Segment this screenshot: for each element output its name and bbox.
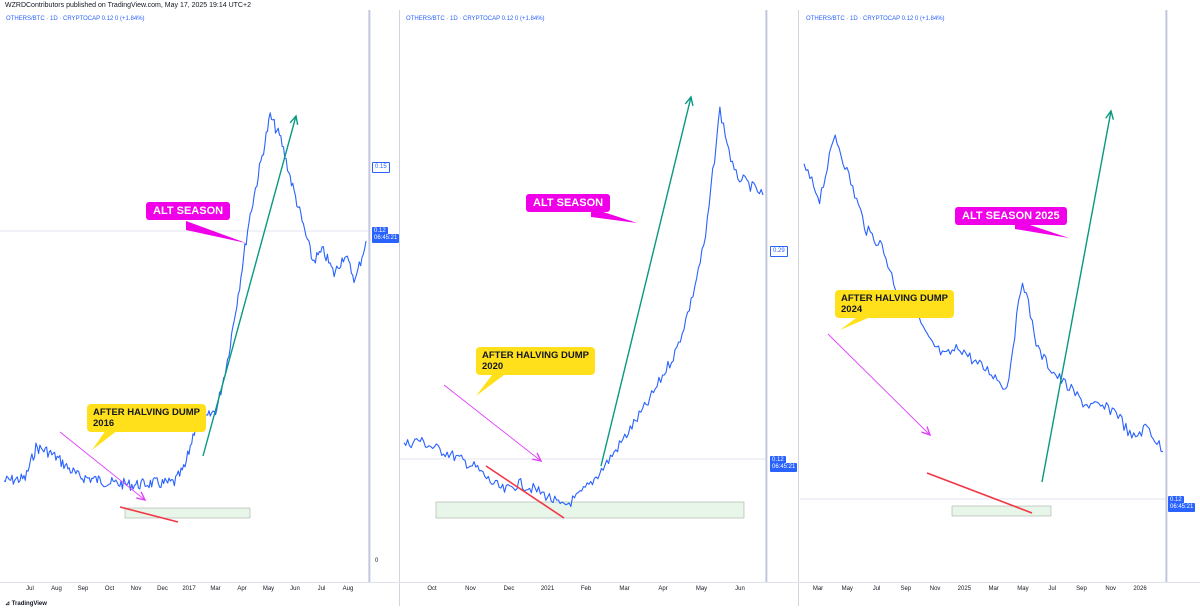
halving-dump-label: AFTER HALVING DUMP 2024 — [835, 290, 954, 318]
dump-label-tail — [92, 430, 118, 450]
price-series-line — [403, 106, 764, 508]
dump-label-tail — [476, 375, 504, 396]
alt-season-label: ALT SEASON — [526, 194, 611, 212]
tradingview-logo[interactable]: ⊿ TradingView — [5, 601, 47, 607]
time-axis-tick: Feb — [580, 586, 592, 592]
current-price-tag: 0.12 — [1168, 496, 1184, 505]
alt-label-tail — [186, 221, 246, 243]
current-price-tag: 0.12 — [770, 456, 786, 465]
alt-season-label: ALT SEASON — [146, 202, 231, 220]
symbol-label[interactable]: OTHERS/BTC · 1D · CRYPTOCAP 0.12 0 (+1.8… — [806, 16, 945, 22]
time-axis-tick: 2021 — [540, 586, 555, 592]
accumulation-zone — [435, 501, 745, 519]
time-axis-tick: Jul — [26, 586, 34, 592]
downtrend-arrow-line — [59, 431, 146, 501]
support-trendline — [485, 465, 565, 519]
current-price-tag: 0.12 — [372, 227, 388, 236]
downtrend-arrow-head — [532, 452, 543, 462]
time-axis-tick: Sep — [900, 586, 912, 592]
time-axis-tick: Oct — [427, 586, 437, 592]
accumulation-zone — [951, 505, 1052, 517]
time-axis-tick: Apr — [658, 586, 668, 592]
accumulation-zone — [124, 507, 251, 519]
time-axis-tick: May — [841, 586, 853, 592]
time-axis-tick: Oct — [104, 586, 115, 592]
time-axis-tick: Jun — [290, 586, 300, 592]
dump-label-tail — [840, 315, 875, 330]
time-axis-tick: Aug — [342, 586, 354, 592]
halving-dump-label: AFTER HALVING DUMP 2016 — [87, 404, 206, 432]
publisher-header: WZRDContributors published on TradingVie… — [5, 2, 251, 9]
time-axis-tick: Jul — [317, 586, 326, 592]
countdown-tag: 06:45:21 — [1168, 503, 1196, 512]
countdown-tag: 06:45:21 — [372, 234, 400, 243]
symbol-label[interactable]: OTHERS/BTC · 1D · CRYPTOCAP 0.12 0 (+1.8… — [406, 16, 545, 22]
time-axis-tick: Apr — [237, 586, 247, 592]
tradingview-icon: ⊿ — [5, 601, 12, 607]
alt-season-arrow-line — [202, 115, 297, 457]
time-axis-tick: Mar — [619, 586, 630, 592]
time-axis-tick: May — [262, 586, 275, 592]
bottom-value-label: 0 — [375, 558, 379, 564]
alt-season-arrow-line — [600, 96, 692, 467]
time-axis-tick: Nov — [1105, 586, 1117, 592]
downtrend-arrow-head — [136, 491, 147, 502]
time-axis-tick: Mar — [812, 586, 824, 592]
alt-season-arrow-head — [289, 114, 299, 125]
alt-season-label: ALT SEASON 2025 — [955, 207, 1067, 225]
pane-divider[interactable] — [399, 10, 400, 606]
time-axis-tick: 2026 — [1133, 586, 1147, 592]
time-axis-tick: Nov — [929, 586, 941, 592]
downtrend-arrow-line — [827, 333, 931, 436]
time-axis-tick: May — [695, 586, 708, 592]
time-axis-tick: Dec — [503, 586, 515, 592]
time-axis-tick: 2025 — [957, 586, 972, 592]
time-axis[interactable] — [0, 582, 1200, 599]
time-axis-tick: Jul — [872, 586, 881, 592]
time-axis-tick: Sep — [77, 586, 89, 592]
halving-dump-label: AFTER HALVING DUMP 2020 — [476, 347, 595, 375]
symbol-label[interactable]: OTHERS/BTC · 1D · CRYPTOCAP 0.12 0 (+1.8… — [6, 16, 145, 22]
alt-season-arrow-head — [1105, 109, 1115, 120]
time-axis-tick: Aug — [51, 586, 62, 592]
downtrend-arrow-head — [921, 426, 932, 437]
chart-pane-2016[interactable]: OTHERS/BTC · 1D · CRYPTOCAP 0.12 0 (+1.8… — [0, 10, 400, 582]
chart-svg-2024 — [800, 10, 1168, 582]
time-axis-tick: May — [1017, 586, 1029, 592]
upper-price-tag: 0.29 — [770, 246, 788, 257]
time-axis-tick: Jul — [1048, 586, 1057, 592]
chart-pane-2024[interactable]: OTHERS/BTC · 1D · CRYPTOCAP 0.12 0 (+1.8… — [800, 10, 1196, 582]
time-axis-tick: Nov — [130, 586, 142, 592]
time-axis-tick: 2017 — [182, 586, 196, 592]
chart-pane-2020[interactable]: OTHERS/BTC · 1D · CRYPTOCAP 0.12 0 (+1.8… — [400, 10, 798, 582]
chart-svg-2020 — [400, 10, 768, 582]
alt-season-arrow-head — [684, 95, 694, 106]
time-axis-tick: Dec — [157, 586, 168, 592]
price-series-line — [3, 112, 367, 491]
price-series-line — [803, 134, 1164, 453]
chart-svg-2016 — [0, 10, 371, 582]
countdown-tag: 06:45:21 — [770, 463, 798, 472]
downtrend-arrow-line — [443, 384, 542, 462]
support-trendline — [926, 472, 1033, 514]
upper-price-tag: 0.15 — [372, 162, 390, 173]
time-axis-tick: Mar — [988, 586, 999, 592]
support-trendline — [119, 506, 179, 523]
alt-season-arrow-line — [1041, 110, 1112, 483]
pane-divider[interactable] — [798, 10, 799, 606]
time-axis-tick: Mar — [210, 586, 221, 592]
time-axis-tick: Jun — [735, 586, 745, 592]
time-axis-tick: Nov — [465, 586, 476, 592]
time-axis-tick: Sep — [1076, 586, 1087, 592]
